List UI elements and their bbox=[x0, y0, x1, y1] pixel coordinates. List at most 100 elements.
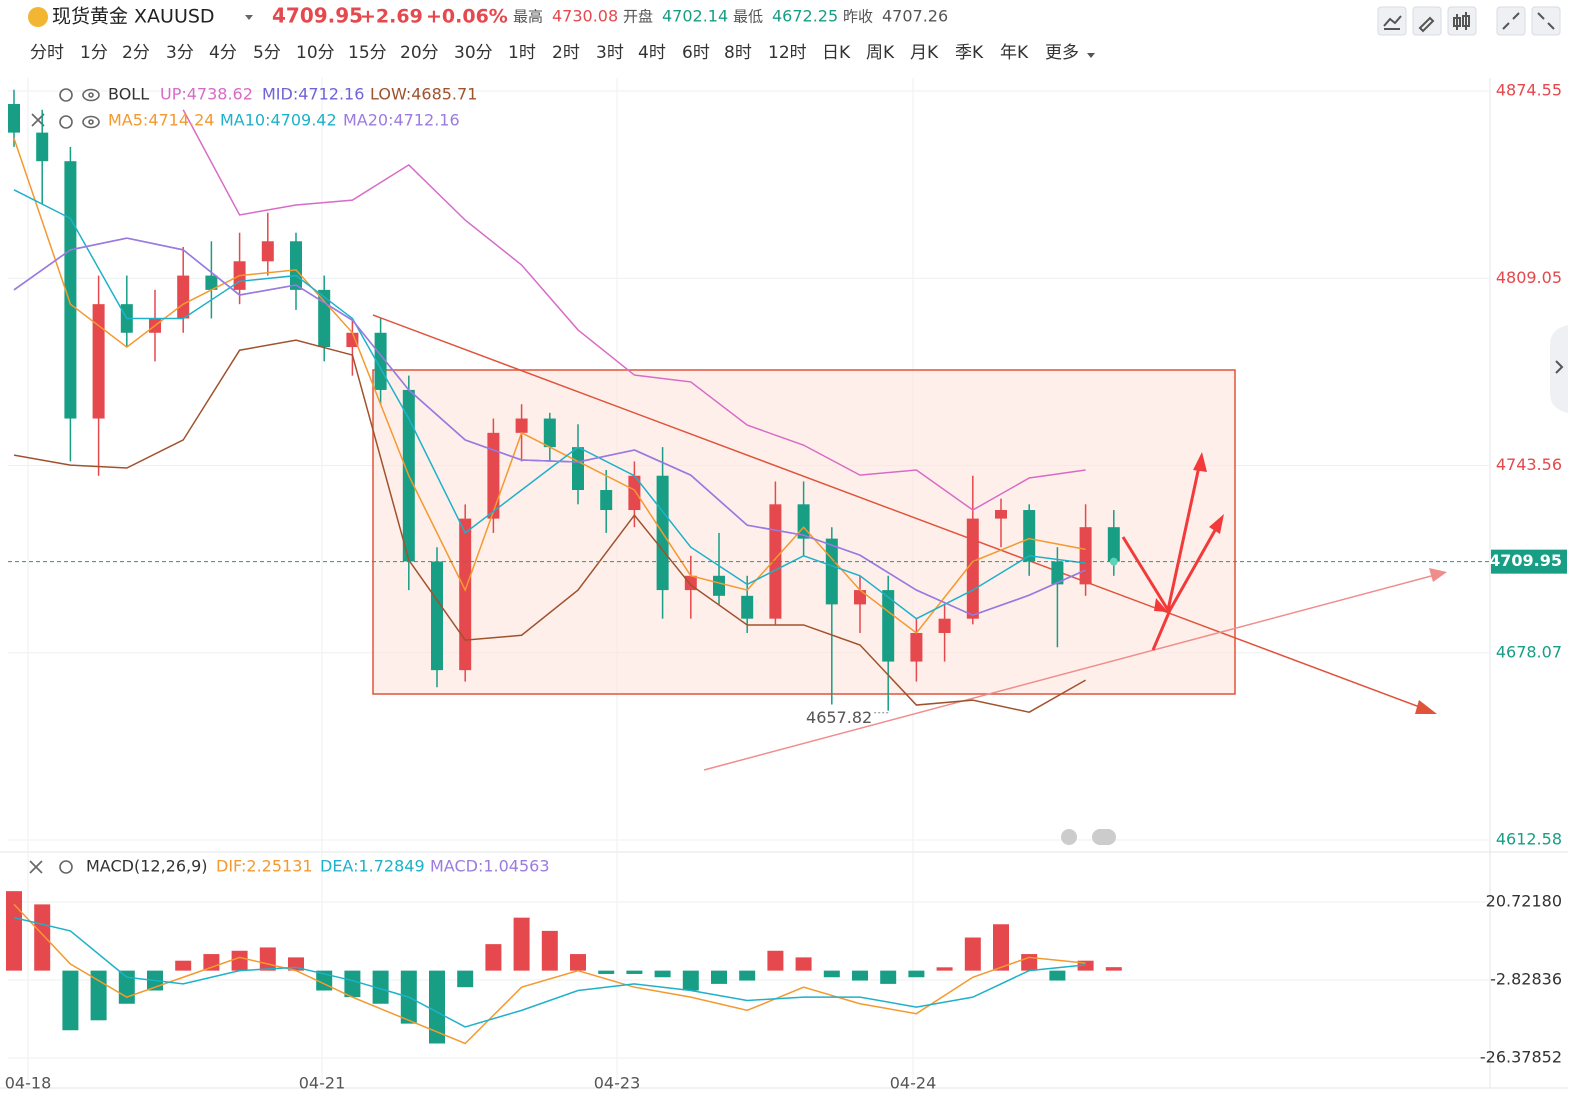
timeframe-tab[interactable]: 8时 bbox=[724, 43, 752, 63]
macd-bar bbox=[908, 970, 925, 978]
macd-bar bbox=[598, 970, 615, 974]
trend-arrowhead bbox=[1415, 700, 1437, 714]
macd-bar bbox=[964, 937, 981, 971]
timeframe-tab[interactable]: 6时 bbox=[682, 43, 710, 63]
tool-button[interactable] bbox=[1531, 6, 1561, 36]
y-tick-label: 4612.58 bbox=[1496, 830, 1562, 849]
legend-entry: LOW:4685.71 bbox=[370, 85, 477, 104]
macd-bar bbox=[231, 950, 248, 971]
side-tab-arrow bbox=[1555, 360, 1564, 374]
timeframe-tab[interactable]: 日K bbox=[822, 43, 851, 63]
candle-body bbox=[515, 418, 528, 433]
indicator-line bbox=[182, 109, 1086, 511]
macd-bar bbox=[795, 957, 812, 971]
timeframe-tab[interactable]: 2时 bbox=[552, 43, 580, 63]
candle-body bbox=[374, 332, 387, 390]
timeframe-tab[interactable]: 2分 bbox=[122, 43, 150, 63]
legend-entry: UP:4738.62 bbox=[160, 85, 253, 104]
candle-body bbox=[459, 518, 472, 671]
chart-mode-icons bbox=[1061, 829, 1116, 845]
y-tick-label: -2.82836 bbox=[1490, 969, 1562, 988]
support-line[interactable] bbox=[703, 574, 1436, 771]
timeframe-tab[interactable]: 12时 bbox=[768, 43, 807, 63]
indicator-line bbox=[13, 138, 1086, 635]
legend-entry: MID:4712.16 bbox=[262, 85, 364, 104]
macd-bar bbox=[880, 970, 897, 984]
macd-bar bbox=[682, 970, 699, 991]
timeframe-tab[interactable]: 年K bbox=[1000, 43, 1029, 63]
price-change-pct: +0.06% bbox=[426, 6, 508, 28]
candle-body bbox=[572, 447, 584, 491]
x-tick-label: 04-23 bbox=[594, 1074, 641, 1093]
timeframe-tab[interactable]: 4时 bbox=[638, 43, 666, 63]
candle-body bbox=[825, 538, 838, 605]
timeframe-tab[interactable]: 更多 bbox=[1045, 43, 1079, 63]
x-tick-label: 04-21 bbox=[299, 1074, 346, 1093]
toolbar-icons bbox=[1383, 12, 1555, 33]
candle-body bbox=[1023, 510, 1036, 562]
tool-button[interactable] bbox=[1496, 6, 1526, 36]
legend-icons bbox=[29, 88, 100, 874]
macd-bar bbox=[34, 904, 51, 971]
timeframe-tab[interactable]: 3分 bbox=[166, 43, 194, 63]
legend-entry: MA5:4714.24 bbox=[108, 111, 214, 130]
timeframe-tab[interactable]: 3时 bbox=[596, 43, 624, 63]
macd-bar bbox=[118, 970, 135, 1004]
macd-bar bbox=[541, 930, 558, 971]
last-price-label: 4709.95 bbox=[1489, 551, 1562, 570]
macd-bar bbox=[372, 970, 389, 1004]
macd-bar bbox=[936, 967, 953, 971]
macd-bar bbox=[1021, 954, 1038, 971]
stat-label: 昨收 bbox=[843, 8, 873, 26]
candle-body bbox=[177, 275, 190, 319]
indicator-line bbox=[13, 237, 1086, 617]
trend-line[interactable] bbox=[372, 314, 1426, 710]
candle-body bbox=[995, 510, 1007, 519]
candle-body bbox=[290, 241, 302, 290]
timeframe-tab[interactable]: 5分 bbox=[253, 43, 281, 63]
candle-body bbox=[64, 161, 77, 419]
legend-entry: DIF:2.25131 bbox=[216, 857, 313, 876]
indicator-line bbox=[13, 916, 1086, 1028]
indicator-line bbox=[13, 189, 1086, 620]
mode-icon[interactable] bbox=[1061, 829, 1077, 845]
timeframe-tab[interactable]: 15分 bbox=[348, 43, 387, 63]
timeframe-tab[interactable]: 30分 bbox=[454, 43, 493, 63]
macd-bar bbox=[626, 970, 643, 974]
timeframe-tab[interactable]: 1分 bbox=[80, 43, 108, 63]
candle-body bbox=[797, 504, 810, 539]
macd-bar bbox=[429, 970, 445, 1044]
timeframe-tab[interactable]: 20分 bbox=[400, 43, 439, 63]
dropdown-caret[interactable] bbox=[245, 15, 253, 20]
macd-bar bbox=[823, 970, 840, 978]
legend-entry: MACD:1.04563 bbox=[430, 857, 550, 876]
y-tick-label: 4743.56 bbox=[1496, 455, 1562, 474]
timeframe-tab[interactable]: 10分 bbox=[296, 43, 335, 63]
y-tick-label: 4874.55 bbox=[1496, 81, 1562, 100]
macd-bar bbox=[1105, 967, 1122, 971]
candle-body bbox=[910, 632, 923, 662]
macd-title: MACD(12,26,9) bbox=[86, 857, 208, 876]
candle-body bbox=[600, 490, 613, 511]
last-price: 4709.95 bbox=[272, 4, 363, 28]
last-price-dot bbox=[1109, 557, 1118, 566]
macd-bar bbox=[62, 970, 79, 1031]
candle-body bbox=[741, 595, 754, 619]
timeframe-tab[interactable]: 月K bbox=[910, 43, 939, 63]
timeframe-tab[interactable]: 季K bbox=[955, 43, 984, 63]
candle-body bbox=[769, 504, 782, 619]
timeframe-tab[interactable]: 分时 bbox=[30, 43, 64, 63]
stat-label: 最高 bbox=[513, 8, 543, 26]
timeframe-tab[interactable]: 4分 bbox=[209, 43, 237, 63]
candle-body bbox=[938, 618, 951, 633]
legend-entry: DEA:1.72849 bbox=[320, 857, 425, 876]
timeframe-tab[interactable]: 周K bbox=[866, 43, 895, 63]
stat-value: 4730.08 bbox=[552, 7, 618, 26]
price-change: +2.69 bbox=[360, 6, 423, 28]
last-price-box bbox=[1491, 549, 1567, 574]
mode-icon[interactable] bbox=[1092, 829, 1116, 845]
stat-label: 开盘 bbox=[623, 8, 653, 26]
indicator-line bbox=[13, 339, 1086, 713]
macd-bar bbox=[767, 950, 784, 971]
timeframe-tab[interactable]: 1时 bbox=[508, 43, 536, 63]
